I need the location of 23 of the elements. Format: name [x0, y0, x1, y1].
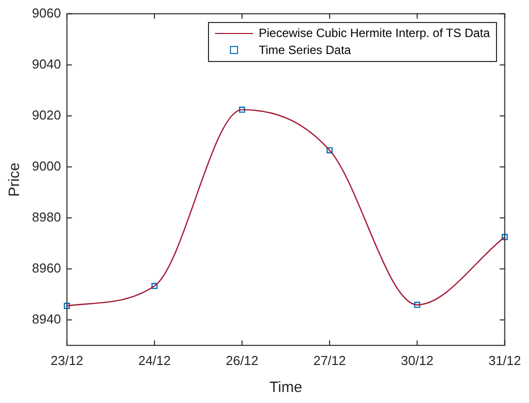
point — [502, 234, 508, 240]
x-tick-label: 27/12 — [313, 352, 346, 368]
y-tick-label: 9060 — [32, 5, 61, 20]
x-tick-label: 23/12 — [50, 352, 84, 368]
point — [151, 282, 158, 290]
y-tick-label: 9000 — [32, 158, 61, 174]
point — [414, 302, 420, 308]
point — [64, 302, 70, 309]
y-tick-label: 8940 — [32, 311, 61, 326]
legend-label: Piecewise Cubic Hermite Interp. of TS Data — [258, 26, 490, 40]
legend-label: Time Series Data — [258, 43, 351, 58]
y-tick-label: 8980 — [32, 209, 61, 224]
x-tick-label: 26/12 — [226, 352, 258, 368]
y-axis-title: Price — [6, 162, 24, 197]
x-tick-label: 30/12 — [400, 352, 434, 368]
y-tick-label: 9020 — [32, 107, 61, 122]
x-tick-label: 24/12 — [138, 352, 171, 368]
y-tick-label: 8960 — [32, 260, 61, 276]
y-tick-label: 9040 — [32, 56, 61, 72]
x-axis-title: Time — [269, 379, 302, 396]
point — [238, 106, 246, 113]
point — [326, 147, 333, 154]
x-tick-label: 31/12 — [488, 352, 522, 368]
